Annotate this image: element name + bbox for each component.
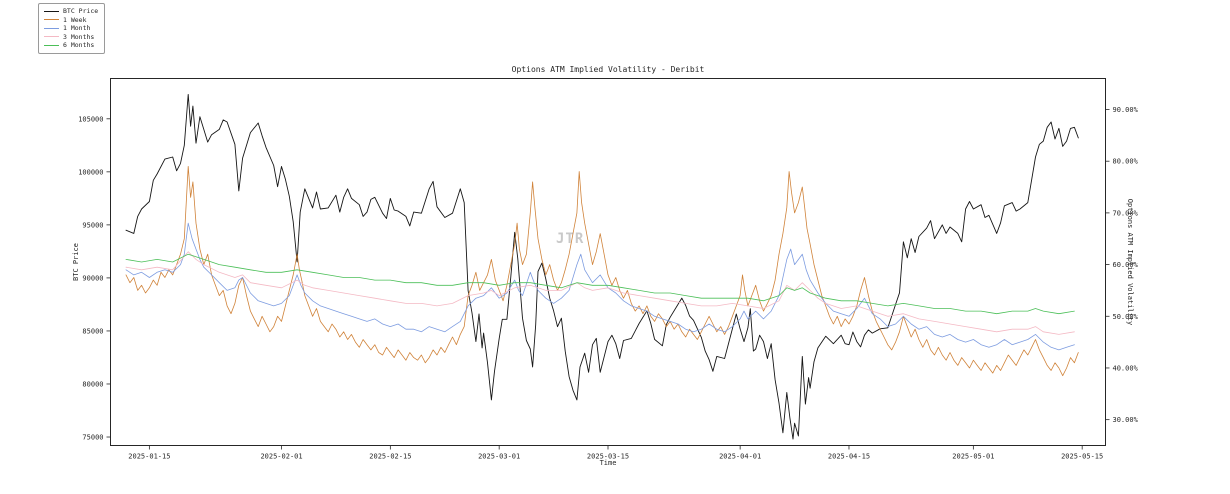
y-axis-left-label: BTC Price — [72, 243, 80, 281]
legend: BTC Price 1 Week 1 Month 3 Months 6 Mont… — [38, 3, 106, 54]
legend-label: BTC Price — [63, 7, 99, 16]
series-line-3-months — [125, 251, 1075, 335]
y-right-tick-label: 50.00% — [1113, 313, 1139, 321]
legend-item-1-month: 1 Month — [44, 24, 98, 33]
x-tick-label: 2025-02-15 — [369, 453, 411, 461]
y-left-tick-label: 100000 — [78, 168, 103, 176]
y-left-tick-label: 80000 — [82, 380, 103, 388]
legend-line-swatch — [44, 19, 59, 21]
legend-line-swatch — [44, 36, 59, 38]
legend-item-3-months: 3 Months — [44, 33, 98, 42]
legend-line-swatch — [44, 10, 59, 12]
chart-title: Options ATM Implied Volatility - Deribit — [512, 65, 705, 74]
x-axis-label: Time — [600, 459, 617, 467]
y-right-tick-label: 80.00% — [1113, 158, 1139, 166]
y-right-tick-label: 60.00% — [1113, 261, 1139, 269]
legend-label: 1 Week — [63, 15, 87, 24]
legend-label: 3 Months — [63, 32, 95, 41]
x-tick-label: 2025-04-15 — [828, 453, 870, 461]
legend-item-btc-price: BTC Price — [44, 7, 98, 16]
y-right-tick-label: 90.00% — [1113, 106, 1139, 114]
watermark: JTR — [556, 231, 585, 247]
y-right-tick-label: 30.00% — [1113, 416, 1139, 424]
y-left-tick-label: 85000 — [82, 327, 103, 335]
axes-frame — [110, 78, 1106, 446]
y-left-tick-label: 105000 — [78, 115, 103, 123]
series-line-1-week — [125, 165, 1079, 377]
series-line-6-months — [125, 253, 1075, 315]
y-right-tick-label: 40.00% — [1113, 364, 1139, 372]
legend-item-1-week: 1 Week — [44, 16, 98, 25]
y-left-tick-label: 95000 — [82, 221, 103, 229]
series-line-1-month — [125, 222, 1075, 351]
y-left-tick-label: 90000 — [82, 274, 103, 282]
x-tick-label: 2025-04-01 — [719, 453, 761, 461]
x-tick-label: 2025-05-01 — [952, 453, 994, 461]
x-tick-label: 2025-05-15 — [1061, 453, 1103, 461]
legend-label: 6 Months — [63, 41, 95, 50]
y-right-tick-label: 70.00% — [1113, 209, 1139, 217]
y-axis-right-label: Options ATM Implied Volatility — [1126, 199, 1134, 325]
x-tick-label: 2025-02-01 — [260, 453, 302, 461]
x-tick-label: 2025-01-15 — [128, 453, 170, 461]
y-left-tick-label: 75000 — [82, 434, 103, 442]
x-tick-label: 2025-03-01 — [478, 453, 520, 461]
x-tick-label: 2025-03-15 — [587, 453, 629, 461]
plot-area: 75000 80000 85000 90000 95000 100000 105000 30.… — [78, 78, 1139, 461]
legend-line-swatch — [44, 27, 59, 29]
legend-label: 1 Month — [63, 24, 91, 33]
legend-line-swatch — [44, 44, 59, 46]
legend-item-6-months: 6 Months — [44, 41, 98, 50]
series-line-btc-price — [125, 93, 1079, 440]
